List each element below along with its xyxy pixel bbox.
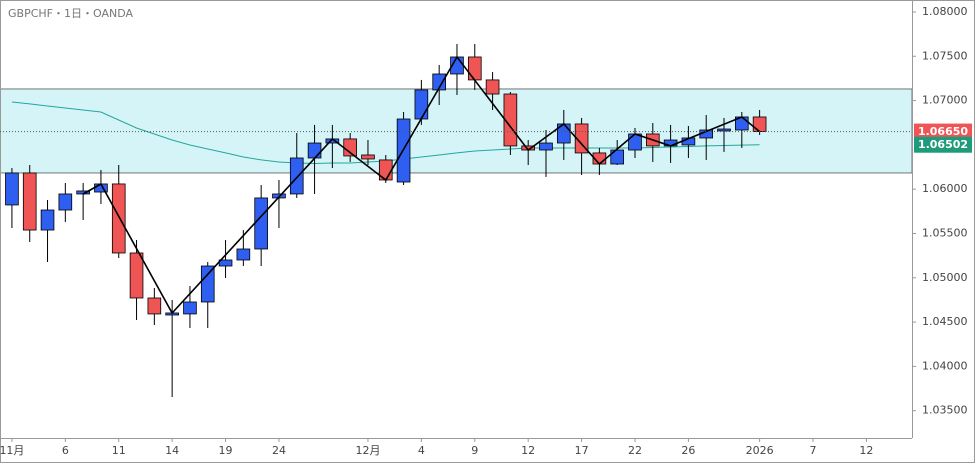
x-tick-label: 9 xyxy=(471,444,478,457)
y-tick-label: 1.08000 xyxy=(922,5,968,18)
plot-area xyxy=(0,43,913,397)
chart-title: GBPCHF・1日・OANDA xyxy=(8,7,133,20)
x-tick-label: 4 xyxy=(418,444,425,457)
candle-body xyxy=(254,197,268,250)
candle-body xyxy=(574,123,589,154)
x-tick-label: 11 xyxy=(112,444,126,457)
y-tick-label: 1.05500 xyxy=(922,226,968,239)
candle-body xyxy=(752,116,767,132)
candle-body xyxy=(414,89,429,120)
candle-body xyxy=(236,248,251,261)
x-tick-label: 2026 xyxy=(746,444,774,457)
candle-body xyxy=(200,265,215,303)
y-tick-label: 1.06000 xyxy=(922,182,968,195)
zone xyxy=(0,88,913,174)
x-tick-label: 7 xyxy=(810,444,817,457)
y-tick-label: 1.07000 xyxy=(922,94,968,107)
candle-body xyxy=(40,209,55,231)
x-tick-label: 12 xyxy=(521,444,535,457)
candle-body xyxy=(111,183,126,254)
y-tick-label: 1.04500 xyxy=(922,315,968,328)
candle-body xyxy=(628,133,642,151)
y-tick-label: 1.07500 xyxy=(922,49,968,62)
candle-body xyxy=(22,172,37,231)
zigzag-line xyxy=(82,55,761,315)
x-tick-label: 6 xyxy=(62,444,69,457)
candle-body xyxy=(5,172,19,206)
candle-body xyxy=(467,56,482,81)
candle-body xyxy=(503,93,518,147)
candle-body xyxy=(129,252,144,299)
price-label: 1.06650 xyxy=(918,125,968,138)
price-label-box xyxy=(914,136,972,153)
candle-body xyxy=(361,154,375,160)
candle-body xyxy=(58,193,73,211)
x-tick-label: 12月 xyxy=(355,444,380,457)
candle-body xyxy=(432,73,446,91)
candle-body xyxy=(307,142,322,159)
y-tick-label: 1.05000 xyxy=(922,271,968,284)
candle-body xyxy=(717,128,731,132)
x-tick-label: 17 xyxy=(575,444,589,457)
x-tick-label: 11月 xyxy=(0,444,24,457)
x-tick-label: 26 xyxy=(681,444,695,457)
y-tick-label: 1.04000 xyxy=(922,359,968,372)
candle-body xyxy=(147,297,162,315)
candle-body xyxy=(289,157,304,195)
x-tick-label: 24 xyxy=(272,444,286,457)
candle-body xyxy=(539,142,553,151)
price-label: 1.06502 xyxy=(918,138,968,151)
x-tick-label: 12 xyxy=(859,444,873,457)
candle-body xyxy=(183,301,197,315)
x-tick-label: 22 xyxy=(628,444,642,457)
y-tick-label: 1.03500 xyxy=(922,404,968,417)
candle-body xyxy=(485,79,500,95)
x-tick-label: 14 xyxy=(165,444,179,457)
price-label-box xyxy=(914,123,972,140)
x-tick-label: 19 xyxy=(219,444,233,457)
